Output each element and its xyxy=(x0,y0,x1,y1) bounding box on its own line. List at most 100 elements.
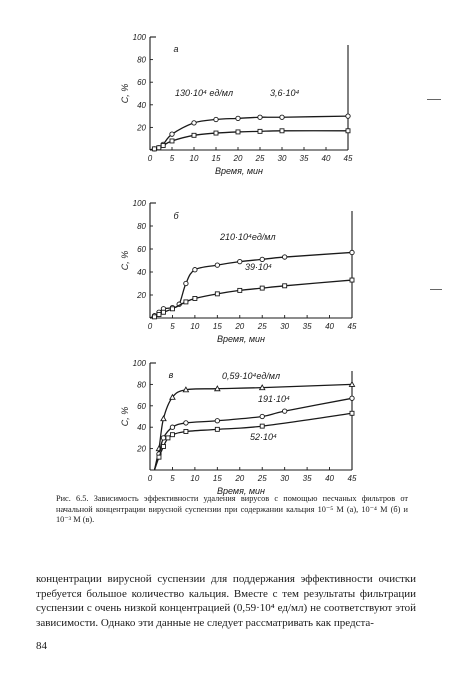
y-tick-label: 20 xyxy=(136,445,146,454)
margin-mark xyxy=(427,99,441,100)
x-tick-label: 15 xyxy=(213,322,222,331)
series-label: 0,59·10⁴ед/мл xyxy=(222,371,280,381)
x-tick-label: 35 xyxy=(303,322,312,331)
panel-letter: в xyxy=(169,370,174,380)
data-point xyxy=(258,384,266,391)
data-point xyxy=(348,380,356,387)
data-point xyxy=(259,285,265,291)
data-point xyxy=(192,267,198,273)
data-point xyxy=(279,114,285,120)
y-axis-label: C, % xyxy=(120,407,130,427)
x-tick-label: 45 xyxy=(348,322,357,331)
data-point xyxy=(152,314,157,320)
data-point xyxy=(169,432,175,438)
data-point xyxy=(183,280,189,287)
data-point xyxy=(235,129,241,135)
y-tick-label: 100 xyxy=(133,199,147,208)
x-tick-label: 15 xyxy=(212,154,221,163)
x-tick-label: 10 xyxy=(190,154,199,163)
data-point xyxy=(183,429,189,434)
page-number: 84 xyxy=(36,640,47,652)
data-point xyxy=(345,113,351,119)
data-point xyxy=(169,131,175,137)
x-tick-label: 25 xyxy=(257,474,267,483)
data-point xyxy=(213,385,221,392)
data-point xyxy=(161,444,166,449)
data-point xyxy=(161,309,166,315)
series-label: 130·10⁴ ед/мл xyxy=(175,88,233,98)
y-tick-label: 20 xyxy=(136,291,146,300)
chart-panel-1: 0 5 10 15 20 25 30 35 40 45 20 40 60 80 100 Время, мин C… xyxy=(120,33,353,176)
data-point xyxy=(183,299,189,305)
series-line xyxy=(149,279,353,319)
panel-letter: б xyxy=(173,211,179,221)
x-tick-label: 0 xyxy=(148,474,153,483)
y-tick-label: 100 xyxy=(133,359,147,368)
data-point xyxy=(183,420,189,426)
data-point xyxy=(169,393,176,400)
y-tick-label: 80 xyxy=(137,56,146,65)
y-tick-label: 20 xyxy=(136,123,146,132)
series-label: 210·10⁴ед/мл xyxy=(219,232,276,242)
data-point xyxy=(259,256,265,262)
x-tick-label: 5 xyxy=(170,474,175,483)
data-point xyxy=(151,146,157,152)
data-point xyxy=(156,454,162,460)
data-point xyxy=(279,128,285,134)
data-point xyxy=(160,415,167,422)
body-paragraph: концентрации вирусной суспензии для подд… xyxy=(36,573,416,629)
x-tick-label: 0 xyxy=(148,154,153,163)
x-axis-label: Время, мин xyxy=(215,166,263,176)
margin-mark xyxy=(430,289,442,290)
figure-caption: Рис. 6.5. Зависимость эффективности удал… xyxy=(56,494,408,526)
data-point xyxy=(349,277,355,283)
x-tick-label: 45 xyxy=(344,154,353,163)
series-label: 191·10⁴ xyxy=(258,394,290,404)
data-point xyxy=(257,114,263,120)
data-point xyxy=(192,296,198,301)
series-line xyxy=(149,130,349,151)
x-axis-label: Время, мин xyxy=(217,486,265,496)
y-tick-label: 80 xyxy=(137,380,146,389)
x-axis-label: Время, мин xyxy=(217,334,265,344)
data-point xyxy=(160,435,167,441)
x-tick-label: 20 xyxy=(234,322,244,331)
data-point xyxy=(213,116,219,123)
figure-number: Рис. 6.5. xyxy=(56,494,89,503)
chart-panel-3: 0 5 10 15 20 25 30 35 40 45 20 40 60 80 100 Время, мин C… xyxy=(120,359,357,496)
x-tick-label: 40 xyxy=(325,474,334,483)
data-point xyxy=(191,120,197,126)
y-tick-label: 100 xyxy=(133,33,147,42)
x-tick-label: 40 xyxy=(322,154,331,163)
x-tick-label: 25 xyxy=(257,322,267,331)
data-point xyxy=(169,306,175,312)
x-tick-label: 10 xyxy=(190,322,199,331)
panel-letter: а xyxy=(173,44,178,54)
caption-text: Зависимость эффективности удаления вирус… xyxy=(56,494,408,524)
y-tick-label: 60 xyxy=(137,402,146,411)
x-tick-label: 30 xyxy=(278,154,287,163)
data-point xyxy=(349,395,355,401)
x-tick-label: 30 xyxy=(280,322,289,331)
x-tick-label: 35 xyxy=(300,154,309,163)
data-point xyxy=(235,115,241,122)
data-point xyxy=(282,283,288,289)
y-tick-label: 40 xyxy=(137,101,146,110)
data-point xyxy=(282,408,288,414)
x-tick-label: 10 xyxy=(190,474,199,483)
data-point xyxy=(169,138,175,144)
data-point xyxy=(191,132,197,138)
x-tick-label: 20 xyxy=(234,474,244,483)
data-point xyxy=(282,254,288,260)
x-tick-label: 0 xyxy=(148,322,153,331)
data-point xyxy=(214,426,220,432)
x-tick-label: 15 xyxy=(213,474,222,483)
x-tick-label: 25 xyxy=(255,154,265,163)
data-point xyxy=(257,128,263,134)
data-point xyxy=(349,249,355,256)
data-point xyxy=(165,435,171,441)
series-line xyxy=(149,115,349,151)
data-point xyxy=(156,145,162,151)
x-tick-label: 35 xyxy=(303,474,312,483)
x-tick-label: 5 xyxy=(170,322,175,331)
